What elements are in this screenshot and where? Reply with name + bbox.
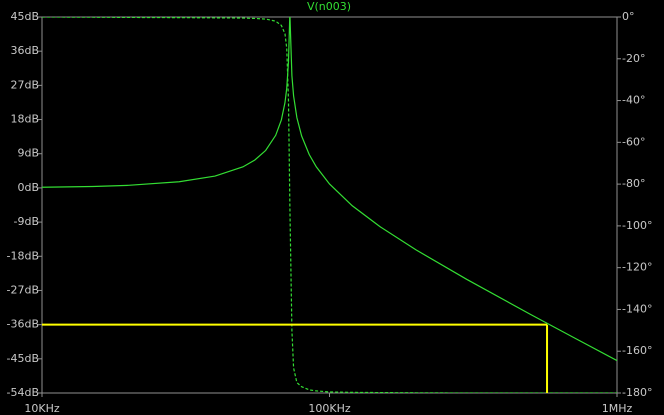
y-tick-label: 9dB	[17, 147, 39, 160]
y-tick-label: -9dB	[14, 215, 40, 228]
x-tick-label: 1MHz	[602, 402, 633, 415]
y2-tick-label: 0°	[622, 10, 635, 23]
y2-tick-label: -20°	[622, 52, 645, 65]
y-tick-label: 36dB	[10, 44, 39, 57]
y2-tick-label: -60°	[622, 135, 645, 148]
chart-title: V(n003)	[307, 0, 351, 13]
y2-tick-label: -120°	[622, 261, 652, 274]
y-tick-label: 0dB	[17, 181, 39, 194]
y-tick-label: 18dB	[10, 113, 39, 126]
y2-tick-label: -40°	[622, 94, 645, 107]
y2-tick-label: -140°	[622, 302, 652, 315]
y2-tick-label: -160°	[622, 344, 652, 357]
y-tick-label: -27dB	[7, 283, 40, 296]
y-tick-label: -45dB	[7, 352, 40, 365]
phase-line	[42, 17, 617, 393]
y2-tick-label: -80°	[622, 177, 645, 190]
y2-tick-label: -100°	[622, 219, 652, 232]
plot-area	[42, 17, 617, 393]
y-tick-label: -36dB	[7, 318, 40, 331]
y-tick-label: 45dB	[10, 10, 39, 23]
y-tick-label: -18dB	[7, 249, 40, 262]
y-tick-label: -54dB	[7, 386, 40, 399]
y-tick-label: 27dB	[10, 78, 39, 91]
x-tick-label: 10KHz	[24, 402, 59, 415]
y2-tick-label: -180°	[622, 386, 652, 399]
magnitude-line	[42, 17, 617, 362]
plot-frame	[41, 16, 618, 394]
x-tick-label: 100KHz	[308, 402, 350, 415]
